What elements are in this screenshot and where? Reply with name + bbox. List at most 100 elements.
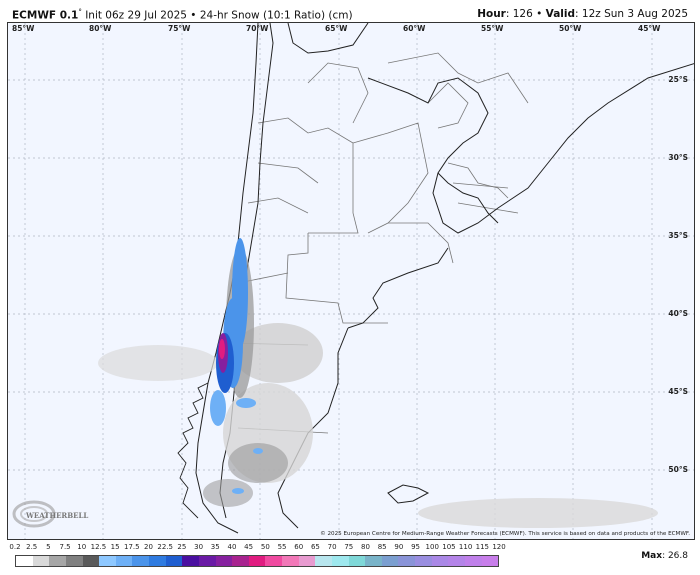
legend-tick-label: 30 — [194, 543, 204, 551]
legend-tick-label: 17.5 — [124, 543, 140, 551]
lat-label-25s: 25°S — [668, 75, 688, 84]
lon-label-80w: 80°W — [89, 24, 112, 33]
max-label: Max — [641, 551, 663, 561]
legend-swatch — [115, 556, 133, 566]
legend-tick-label: 50 — [260, 543, 270, 551]
copyright-notice: © 2025 European Centre for Medium-Range … — [320, 531, 690, 537]
legend-color-bar — [15, 555, 499, 567]
legend-swatch — [282, 556, 299, 566]
model-name: ECMWF 0.1 — [12, 9, 79, 22]
legend-swatch — [182, 556, 199, 566]
legend-tick-label: 90 — [394, 543, 404, 551]
legend-swatch — [65, 556, 83, 566]
legend-swatch — [198, 556, 216, 566]
legend-tick-label: 120 — [492, 543, 506, 551]
legend-swatch — [315, 556, 332, 566]
lat-label-45s: 45°S — [668, 387, 688, 396]
legend-tick-label: 0.2 — [9, 543, 21, 551]
legend-swatch — [481, 556, 499, 566]
legend-swatch — [248, 556, 266, 566]
lat-label-35s: 35°S — [668, 231, 688, 240]
legend-swatch — [448, 556, 465, 566]
legend-swatch — [49, 556, 66, 566]
map-graphic — [8, 23, 694, 539]
legend-swatch — [265, 556, 282, 566]
max-value: : 26.8 — [662, 551, 688, 561]
legend-tick-label: 7.5 — [59, 543, 71, 551]
legend-swatch — [165, 556, 183, 566]
legend-tick-label: 85 — [377, 543, 387, 551]
legend-tick-label: 65 — [310, 543, 320, 551]
valid-label: Valid — [545, 8, 576, 20]
legend-tick-label: 115 — [475, 543, 489, 551]
legend-tick-label: 80 — [361, 543, 370, 551]
legend-swatch — [16, 556, 33, 566]
lon-label-75w: 75°W — [168, 24, 191, 33]
map-title: ECMWF 0.1° Init 06z 29 Jul 2025 • 24-hr … — [12, 8, 353, 22]
legend-tick-label: 75 — [344, 543, 354, 551]
legend-swatch — [215, 556, 233, 566]
legend-tick-label: 110 — [458, 543, 473, 551]
legend-swatch — [398, 556, 415, 566]
logo-text: WEATHERBELL — [26, 511, 89, 520]
separator: • — [190, 9, 197, 22]
valid-info: Hour: 126 • Valid: 12z Sun 3 Aug 2025 — [477, 8, 688, 20]
color-scale-legend: 0.2 2.5 5 7.5 10 12.5 15 17.5 20 22.5 25 30 35 40 45 50… — [9, 543, 506, 567]
legend-tick-label: 12.5 — [90, 543, 107, 551]
legend-tick-label: 70 — [327, 543, 337, 551]
legend-swatch — [431, 556, 449, 566]
legend-tick-label: 10 — [77, 543, 87, 551]
legend-swatch — [32, 556, 50, 566]
legend-tick-label: 22.5 — [157, 543, 173, 551]
snowfall-shading — [98, 238, 658, 528]
legend-swatch — [365, 556, 382, 566]
lon-label-55w: 55°W — [481, 24, 504, 33]
legend-tick-label: 15 — [110, 543, 120, 551]
legend-ticks: 0.2 2.5 5 7.5 10 12.5 15 17.5 20 22.5 25 30 35 40 45 50… — [9, 543, 505, 554]
swirl-icon — [12, 500, 56, 528]
legend-swatch — [464, 556, 482, 566]
lon-label-70w: 70°W — [246, 24, 269, 33]
legend-swatch — [415, 556, 432, 566]
legend-swatch — [381, 556, 399, 566]
lat-label-50s: 50°S — [668, 465, 688, 474]
legend-swatch — [331, 556, 349, 566]
legend-tick-label: 5 — [46, 543, 51, 551]
product-name: 24-hr Snow (10:1 Ratio) (cm) — [199, 9, 353, 22]
init-time: Init 06z 29 Jul 2025 — [85, 9, 187, 22]
graticule — [8, 23, 694, 539]
legend-tick-label: 55 — [277, 543, 287, 551]
legend-tick-label: 95 — [411, 543, 421, 551]
legend-tick-label: 100 — [425, 543, 439, 551]
max-value-display: Max: 26.8 — [641, 551, 688, 561]
legend-swatch — [82, 556, 100, 566]
separator: • — [536, 8, 543, 20]
lon-label-45w: 45°W — [638, 24, 661, 33]
legend-tick-label: 40 — [227, 543, 237, 551]
hour-label: Hour — [477, 8, 506, 20]
legend-tick-label: 45 — [244, 543, 254, 551]
chile-archipelago — [177, 382, 209, 519]
legend-swatch — [99, 556, 116, 566]
lat-label-40s: 40°S — [668, 309, 688, 318]
legend-swatch — [298, 556, 316, 566]
lon-label-65w: 65°W — [325, 24, 348, 33]
legend-swatch — [149, 556, 166, 566]
legend-tick-label: 2.5 — [26, 543, 38, 551]
legend-swatch — [132, 556, 149, 566]
legend-tick-label: 35 — [210, 543, 220, 551]
valid-value: : 12z Sun 3 Aug 2025 — [575, 8, 688, 20]
lon-label-85w: 85°W — [12, 24, 35, 33]
hour-value: : 126 — [505, 8, 533, 20]
legend-swatch — [232, 556, 249, 566]
legend-tick-label: 60 — [294, 543, 304, 551]
legend-tick-label: 25 — [177, 543, 187, 551]
lon-label-50w: 50°W — [559, 24, 582, 33]
weatherbell-logo: WEATHERBELL — [12, 499, 88, 529]
lon-label-60w: 60°W — [403, 24, 426, 33]
snowfall-map[interactable]: 85°W 80°W 75°W 70°W 65°W 60°W 55°W 50°W … — [7, 22, 695, 540]
header: ECMWF 0.1° Init 06z 29 Jul 2025 • 24-hr … — [0, 0, 700, 22]
lat-label-30s: 30°S — [668, 153, 688, 162]
legend-tick-label: 20 — [144, 543, 153, 551]
legend-swatch — [348, 556, 366, 566]
